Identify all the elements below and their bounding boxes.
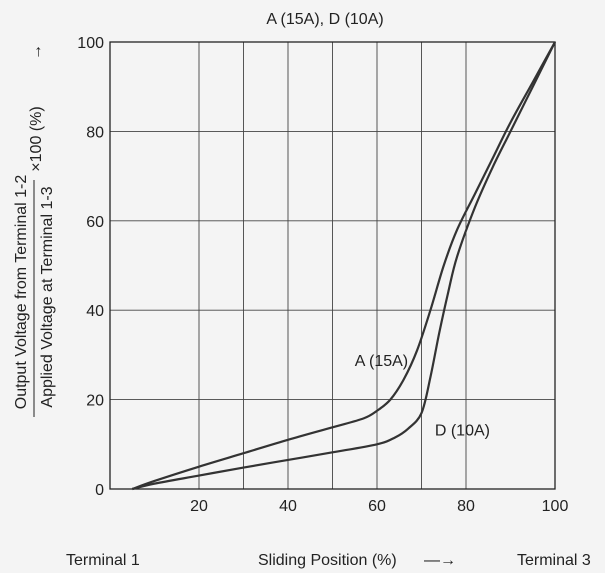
x-tick-label: 80: [457, 498, 475, 515]
x-tick-label: 60: [368, 498, 386, 515]
x-tick-label: 40: [279, 498, 297, 515]
y-axis-arrow-icon: →: [28, 44, 45, 60]
y-axis-label-suffix: ×100 (%): [28, 106, 45, 171]
y-axis-label-numerator: Output Voltage from Terminal 1-2: [13, 175, 30, 410]
x-axis-left-terminal-label: Terminal 1: [66, 552, 140, 569]
series-layer: [131, 41, 556, 491]
y-tick-label: 40: [86, 303, 104, 320]
x-axis-right-terminal-label: Terminal 3: [517, 552, 591, 569]
y-axis-label-denominator: Applied Voltage at Terminal 1-3: [39, 186, 56, 407]
y-axis-label: Output Voltage from Terminal 1-2 Applied…: [13, 44, 56, 417]
grid-layer: [109, 41, 556, 490]
annotation-layer: A (15A) D (10A): [355, 353, 490, 439]
series-line-a-15a: [131, 41, 556, 491]
y-tick-label: 20: [86, 393, 104, 410]
x-tick-label: 100: [542, 498, 569, 515]
y-tick-label: 100: [77, 35, 104, 52]
y-tick-label: 0: [95, 482, 104, 499]
tick-layer: 20 40 60 80 100 0 20 40 60 80 100: [77, 35, 568, 515]
curve-annotation: A (15A): [355, 353, 408, 370]
curve-annotation: D (10A): [435, 422, 490, 439]
x-axis-label: Sliding Position (%): [258, 552, 397, 569]
x-tick-label: 20: [190, 498, 208, 515]
series-line-d-10a: [131, 41, 556, 491]
chart-title: A (15A), D (10A): [266, 11, 383, 28]
plot-frame: [109, 41, 556, 490]
y-tick-label: 60: [86, 214, 104, 231]
y-tick-label: 80: [86, 124, 104, 141]
x-axis-arrow-icon: —→: [424, 552, 456, 569]
